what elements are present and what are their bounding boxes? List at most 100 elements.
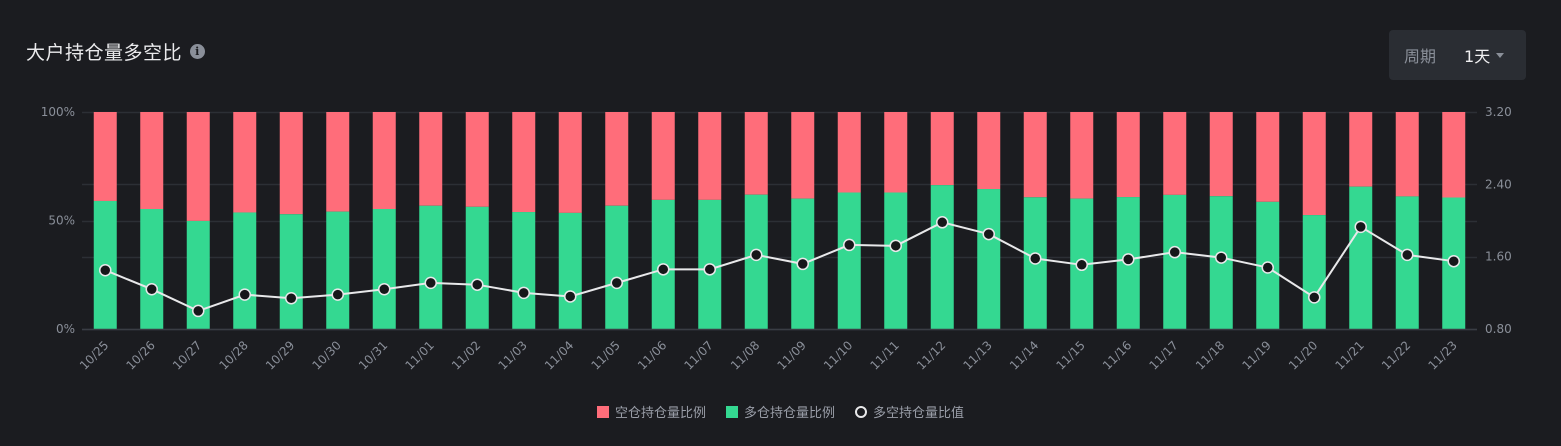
ratio-point-marker[interactable] [1075,258,1088,272]
long-ratio-bar[interactable] [186,220,210,329]
ratio-point-marker[interactable] [1308,291,1321,304]
ratio-point-marker[interactable] [331,288,344,301]
short-ratio-bar[interactable] [1116,112,1140,198]
x-tick-label: 10/29 [263,338,297,372]
chart-title: 大户持仓量多空比 [26,42,183,64]
y-left-tick-label: 50% [48,214,75,228]
short-ratio-bar[interactable] [1442,112,1466,198]
ratio-point-marker[interactable] [99,263,112,277]
short-ratio-bar[interactable] [140,112,164,209]
short-ratio-bar[interactable] [465,112,489,207]
ratio-point-marker[interactable] [1122,253,1135,266]
ratio-point-marker[interactable] [517,286,530,300]
long-ratio-bar[interactable] [512,212,536,329]
info-icon[interactable]: i [190,44,206,59]
long-ratio-bar[interactable] [837,192,861,329]
ratio-point-marker[interactable] [1029,252,1042,265]
short-ratio-bar[interactable] [977,112,1001,190]
ratio-point-marker[interactable] [192,304,205,318]
ratio-point-marker[interactable] [145,282,158,296]
x-tick-label: 10/31 [356,338,390,372]
long-ratio-bar[interactable] [1395,196,1419,329]
long-ratio-bar[interactable] [605,205,629,329]
legend-item-long[interactable]: 多仓持仓量比例 [725,402,835,421]
y-right-tick-label: 0.80 [1485,322,1512,336]
long-ratio-bar[interactable] [977,189,1001,329]
short-ratio-bar[interactable] [326,112,350,212]
ring-marker-icon [855,405,867,418]
legend-item-ratio[interactable]: 多空持仓量比值 [855,402,964,421]
long-ratio-bar[interactable] [1349,186,1373,329]
long-ratio-bar[interactable] [558,212,582,329]
ratio-point-marker[interactable] [424,276,437,290]
short-ratio-bar[interactable] [605,112,629,206]
ratio-point-marker[interactable] [378,282,391,296]
ratio-point-marker[interactable] [238,288,251,301]
short-ratio-bar[interactable] [419,112,443,206]
ratio-point-marker[interactable] [471,278,484,291]
ratio-point-marker[interactable] [1447,254,1460,268]
short-ratio-bar[interactable] [558,112,582,213]
long-ratio-bar[interactable] [140,208,164,329]
short-ratio-bar[interactable] [791,112,815,199]
ratio-point-marker[interactable] [1168,245,1181,259]
short-ratio-bar[interactable] [279,112,303,215]
long-ratio-bar[interactable] [884,192,908,329]
legend-label: 空仓持仓量比例 [614,406,706,421]
short-ratio-bar[interactable] [837,112,861,193]
short-ratio-bar[interactable] [186,112,210,221]
ratio-point-marker[interactable] [889,239,902,253]
short-ratio-bar[interactable] [512,112,536,213]
short-ratio-bar[interactable] [1302,112,1326,216]
short-ratio-bar[interactable] [884,112,908,193]
ratio-point-marker[interactable] [982,227,995,241]
ratio-point-marker[interactable] [703,263,716,276]
short-ratio-bar[interactable] [930,112,954,186]
ratio-point-marker[interactable] [657,263,670,276]
short-ratio-bar[interactable] [1349,112,1373,187]
short-ratio-bar[interactable] [1163,112,1187,195]
y-right-tick-label: 2.40 [1485,177,1512,191]
ratio-point-marker[interactable] [796,257,809,271]
short-ratio-bar[interactable] [1395,112,1419,197]
long-ratio-bar[interactable] [1302,215,1326,329]
ratio-point-marker[interactable] [1261,261,1274,274]
short-ratio-bar[interactable] [744,112,768,195]
long-ratio-bar[interactable] [744,194,768,329]
ratio-point-marker[interactable] [1354,220,1367,234]
long-ratio-bar[interactable] [930,185,954,329]
short-ratio-bar[interactable] [1023,112,1047,198]
y-left-tick-label: 100% [41,105,75,119]
ratio-point-marker[interactable] [936,216,949,229]
period-selector[interactable]: 周期 1天 [1389,30,1526,80]
short-ratio-bar[interactable] [233,112,257,213]
short-ratio-bar[interactable] [93,112,117,201]
ratio-point-marker[interactable] [843,238,856,252]
long-ratio-bar[interactable] [372,208,396,329]
period-dropdown[interactable]: 1天 [1464,43,1505,67]
x-tick-label: 11/18 [1193,338,1227,372]
long-ratio-bar[interactable] [233,212,257,329]
long-ratio-bar[interactable] [279,214,303,329]
short-ratio-bar[interactable] [698,112,722,200]
ratio-point-marker[interactable] [285,292,298,305]
x-tick-label: 10/30 [310,338,344,372]
short-ratio-bar[interactable] [1209,112,1233,197]
long-ratio-bar[interactable] [326,211,350,329]
long-ratio-bar[interactable] [1163,194,1187,329]
long-ratio-bar[interactable] [465,206,489,329]
x-tick-label: 11/02 [449,338,483,372]
x-tick-label: 10/27 [170,338,204,372]
long-ratio-bar[interactable] [419,205,443,329]
ratio-point-marker[interactable] [610,276,623,290]
ratio-point-marker[interactable] [750,248,763,262]
short-ratio-bar[interactable] [651,112,675,200]
legend-item-short[interactable]: 空仓持仓量比例 [596,402,706,421]
short-ratio-bar[interactable] [372,112,396,209]
short-ratio-bar[interactable] [1256,112,1280,202]
ratio-point-marker[interactable] [1215,251,1228,264]
ratio-point-marker[interactable] [1401,248,1414,262]
short-ratio-bar[interactable] [1070,112,1094,199]
ratio-point-marker[interactable] [564,290,577,303]
